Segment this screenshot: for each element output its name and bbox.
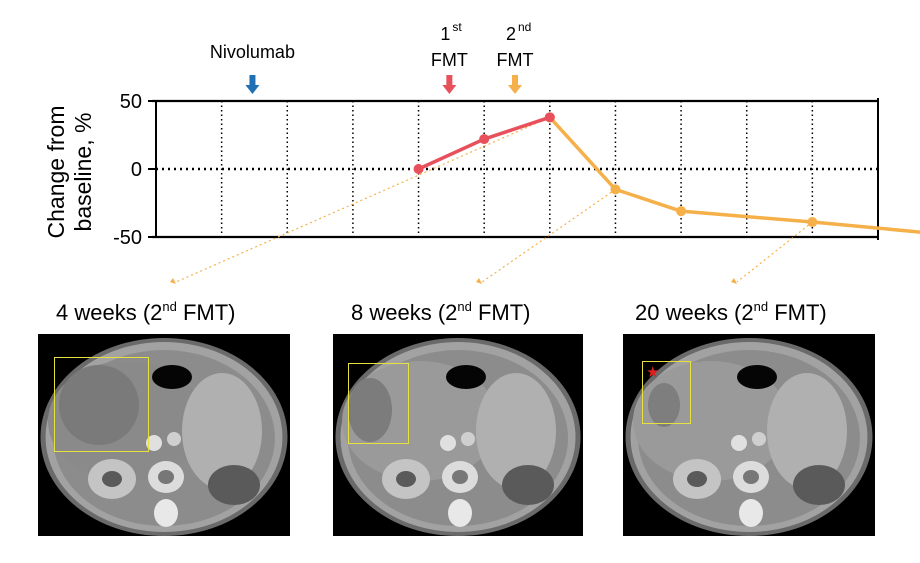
event-label: FMT bbox=[497, 50, 534, 70]
ct-anatomy-shape bbox=[743, 470, 759, 484]
ct-anatomy-shape bbox=[461, 432, 475, 446]
event-label: 1 bbox=[440, 24, 450, 44]
data-point bbox=[413, 164, 424, 174]
ct-anatomy-shape bbox=[102, 471, 122, 487]
y-axis-label: Change from bbox=[43, 106, 69, 239]
data-point bbox=[479, 134, 490, 145]
ct-anatomy-shape bbox=[158, 470, 174, 484]
panel-title-4-weeks: 4 weeks (2nd FMT) bbox=[56, 299, 236, 325]
data-point bbox=[544, 112, 555, 123]
ct-anatomy-shape bbox=[502, 465, 554, 505]
y-tick-label: 50 bbox=[120, 91, 142, 113]
ct-anatomy-shape bbox=[396, 471, 416, 487]
ct-anatomy-shape bbox=[476, 373, 556, 489]
ct-anatomy-shape bbox=[208, 465, 260, 505]
data-point bbox=[807, 217, 818, 228]
ct-anatomy-shape bbox=[152, 365, 192, 389]
ct-anatomy-shape bbox=[59, 365, 139, 445]
ct-anatomy-shape bbox=[452, 470, 468, 484]
ct-anatomy-shape bbox=[348, 378, 392, 442]
scan-link-arrowhead bbox=[476, 278, 482, 284]
event-arrow-icon bbox=[442, 75, 457, 94]
ct-slice-graphic bbox=[625, 338, 873, 536]
scan-link-line bbox=[481, 188, 616, 283]
ct-slice-graphic bbox=[40, 338, 288, 536]
ct-anatomy-shape bbox=[793, 465, 845, 505]
ct-scan-4-weeks bbox=[38, 334, 290, 536]
series-line bbox=[548, 116, 920, 234]
y-tick-label: 0 bbox=[131, 159, 142, 181]
lesion-roi-box bbox=[348, 363, 409, 444]
event-arrow-icon bbox=[508, 75, 522, 94]
event-label: Nivolumab bbox=[210, 42, 295, 62]
lesion-roi-box bbox=[642, 361, 691, 424]
ct-anatomy-shape bbox=[687, 471, 707, 487]
scan-link-line bbox=[175, 116, 551, 283]
scan-link-arrowhead bbox=[731, 278, 737, 284]
ct-anatomy-shape bbox=[182, 373, 262, 489]
event-arrow-icon bbox=[245, 75, 260, 94]
ct-anatomy-shape bbox=[648, 383, 680, 427]
ct-scan-8-weeks bbox=[333, 334, 583, 536]
y-axis-label: baseline, % bbox=[70, 113, 96, 232]
ct-image bbox=[333, 334, 583, 536]
panel-title-8-weeks: 8 weeks (2nd FMT) bbox=[351, 299, 531, 325]
event-label: 2 bbox=[506, 24, 516, 44]
ct-slice-graphic bbox=[335, 338, 581, 536]
response-chart: 50 0 -50 Change from baseline, % Nivolumab 1 st… bbox=[43, 20, 920, 284]
ct-image bbox=[38, 334, 290, 536]
y-tick-label: -50 bbox=[113, 227, 142, 249]
ct-scan-20-weeks: ★ bbox=[623, 334, 875, 536]
event-label-superscript: st bbox=[452, 20, 462, 34]
data-point bbox=[610, 184, 621, 195]
lesion-roi-box bbox=[54, 357, 149, 452]
ct-anatomy-shape bbox=[767, 373, 847, 489]
ct-anatomy-shape bbox=[739, 499, 763, 527]
ct-anatomy-shape bbox=[167, 432, 181, 446]
panel-title-20-weeks: 20 weeks (2nd FMT) bbox=[635, 299, 827, 325]
ct-anatomy-shape bbox=[146, 435, 162, 451]
data-point bbox=[676, 206, 687, 217]
ct-image bbox=[623, 334, 875, 536]
scan-link-arrowhead bbox=[170, 278, 176, 284]
ct-anatomy-shape bbox=[448, 499, 472, 527]
ct-anatomy-shape bbox=[446, 365, 486, 389]
star-marker: ★ bbox=[646, 364, 660, 381]
event-label: FMT bbox=[431, 50, 468, 70]
ct-anatomy-shape bbox=[737, 365, 777, 389]
ct-anatomy-shape bbox=[154, 499, 178, 527]
ct-anatomy-shape bbox=[752, 432, 766, 446]
ct-anatomy-shape bbox=[440, 435, 456, 451]
event-label-superscript: nd bbox=[518, 20, 531, 34]
ct-anatomy-shape bbox=[731, 435, 747, 451]
scan-link-line bbox=[736, 221, 813, 283]
